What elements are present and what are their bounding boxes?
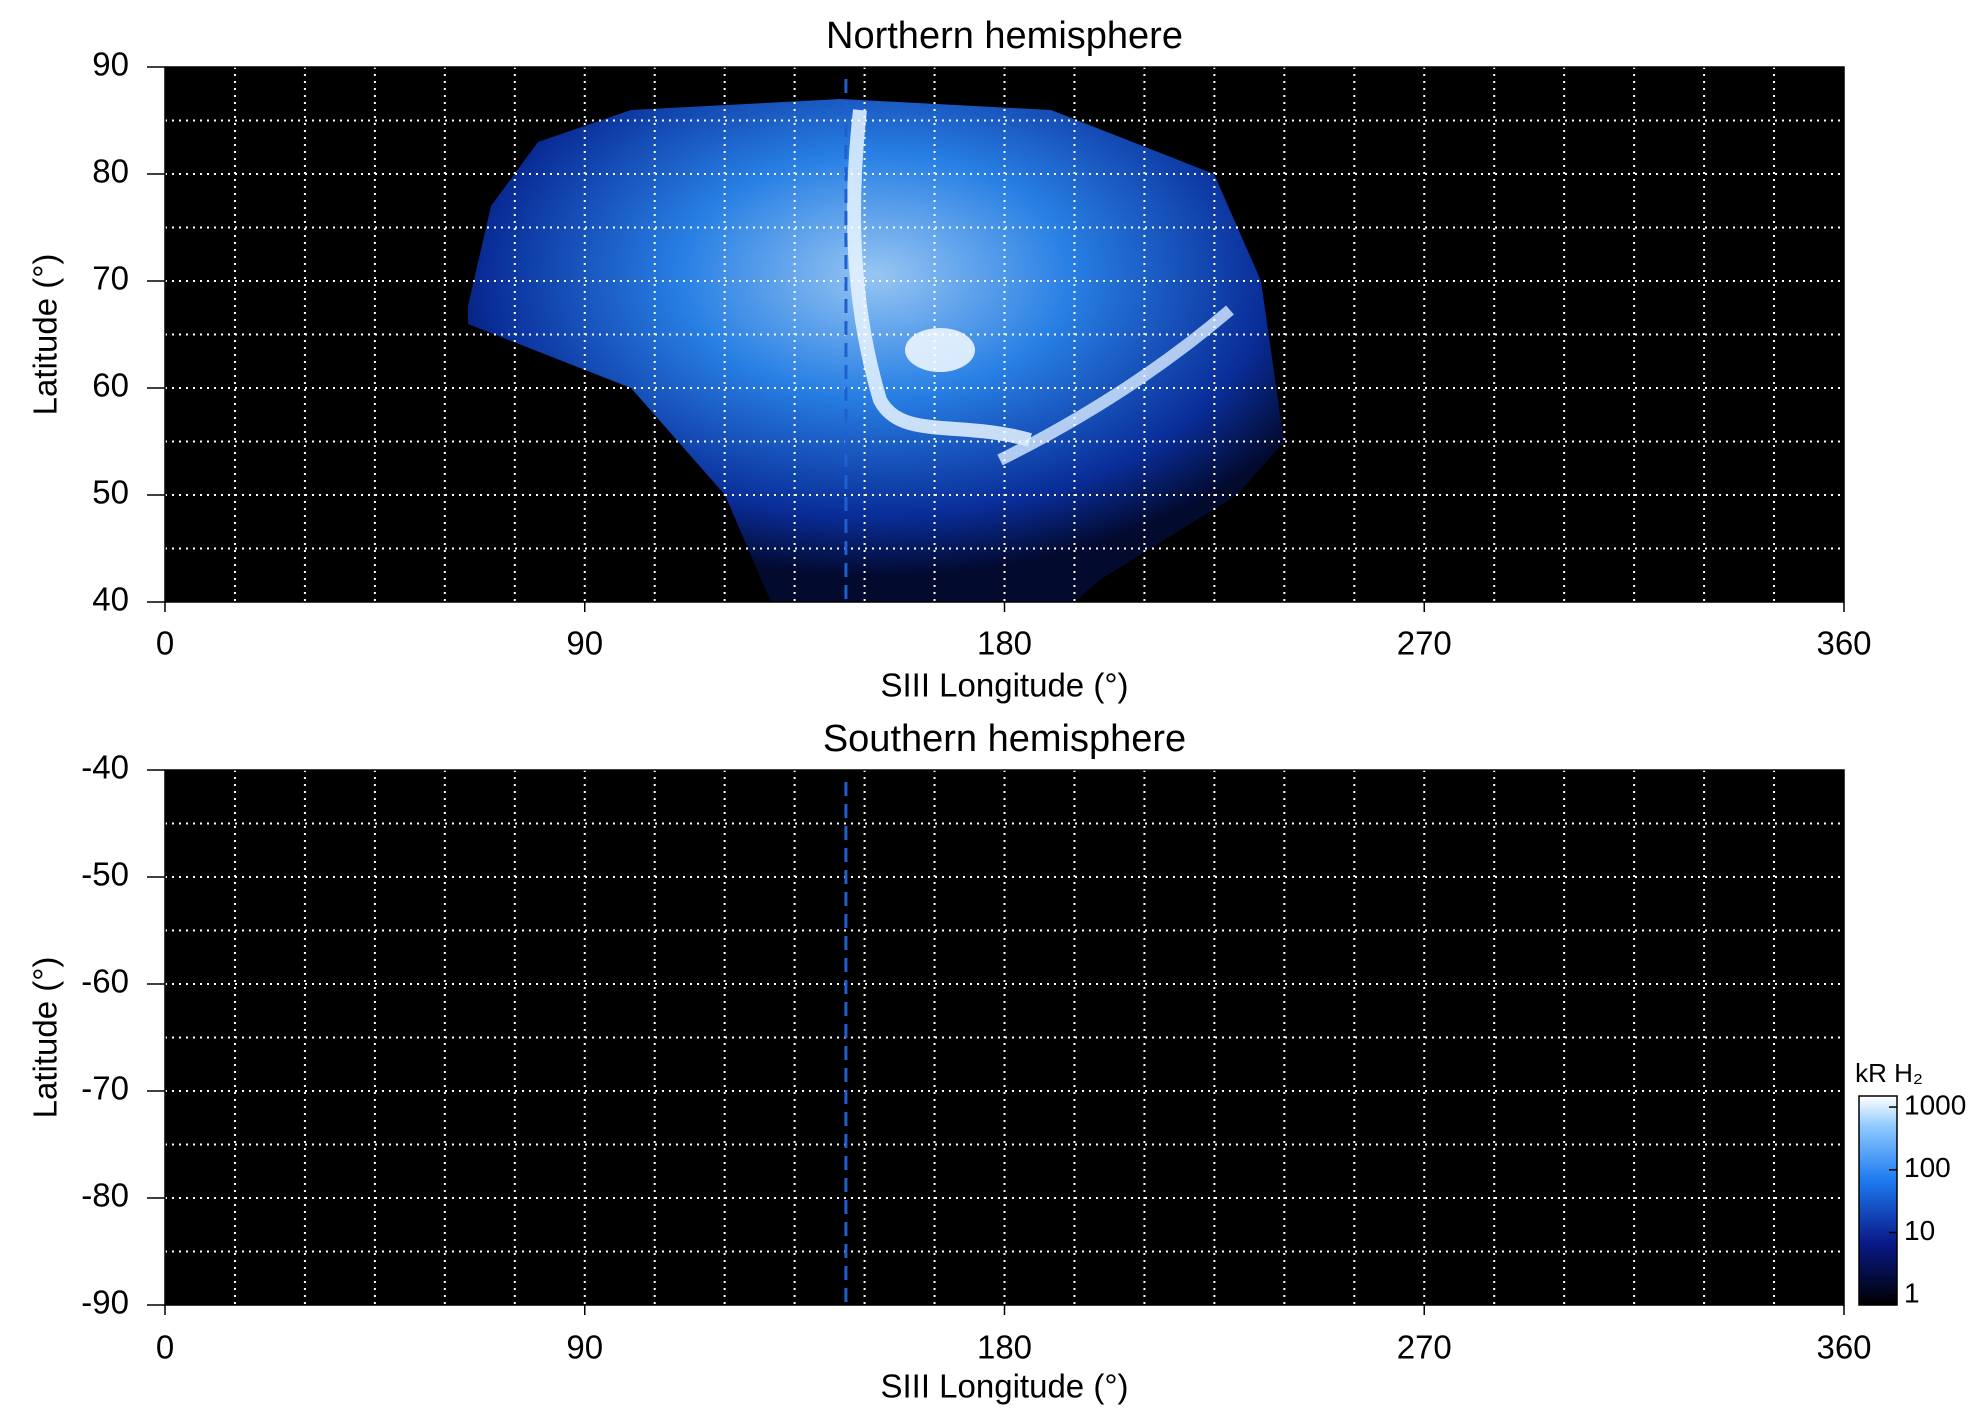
y-axis-label: Latitude (°) [27,957,64,1119]
y-tick-label: -60 [81,963,129,1000]
colorbar-tick-label: 1000 [1904,1089,1966,1120]
y-tick-label: -70 [81,1070,129,1107]
x-tick-label: 180 [977,625,1032,662]
y-axis-label: Latitude (°) [27,254,64,416]
y-tick-label: 40 [92,581,129,618]
x-tick-label: 270 [1397,1329,1452,1366]
y-tick-label: 60 [92,367,129,404]
y-tick-label: 70 [92,260,129,297]
y-tick-label: -80 [81,1177,129,1214]
emission-arc [847,109,1032,447]
x-tick-label: 0 [156,1329,174,1366]
y-tick-label: -50 [81,856,129,893]
colorbar-tick-label: 1 [1904,1278,1920,1309]
colorbar-tick-label: 10 [1904,1215,1935,1246]
colorbar [1858,1095,1898,1306]
y-tick-label: 50 [92,474,129,511]
x-tick-label: 90 [566,1329,603,1366]
emission-arc [997,305,1234,466]
emission-spot [905,328,975,372]
chart-title: Southern hemisphere [823,718,1186,760]
x-tick-label: 360 [1816,1329,1871,1366]
colorbar-label: kR H₂ [1855,1058,1923,1088]
colorbar-tick-label: 100 [1904,1152,1951,1183]
x-tick-label: 270 [1397,625,1452,662]
x-axis-label: SIII Longitude (°) [881,667,1129,704]
emission-image [468,99,1284,602]
y-tick-label: 80 [92,153,129,190]
y-tick-label: 90 [92,46,129,83]
y-tick-label: -90 [81,1284,129,1321]
x-tick-label: 180 [977,1329,1032,1366]
y-tick-label: -40 [81,749,129,786]
x-axis-label: SIII Longitude (°) [881,1368,1129,1405]
chart-title: Northern hemisphere [826,15,1183,57]
x-tick-label: 0 [156,625,174,662]
x-tick-label: 360 [1816,625,1871,662]
x-tick-label: 90 [566,625,603,662]
